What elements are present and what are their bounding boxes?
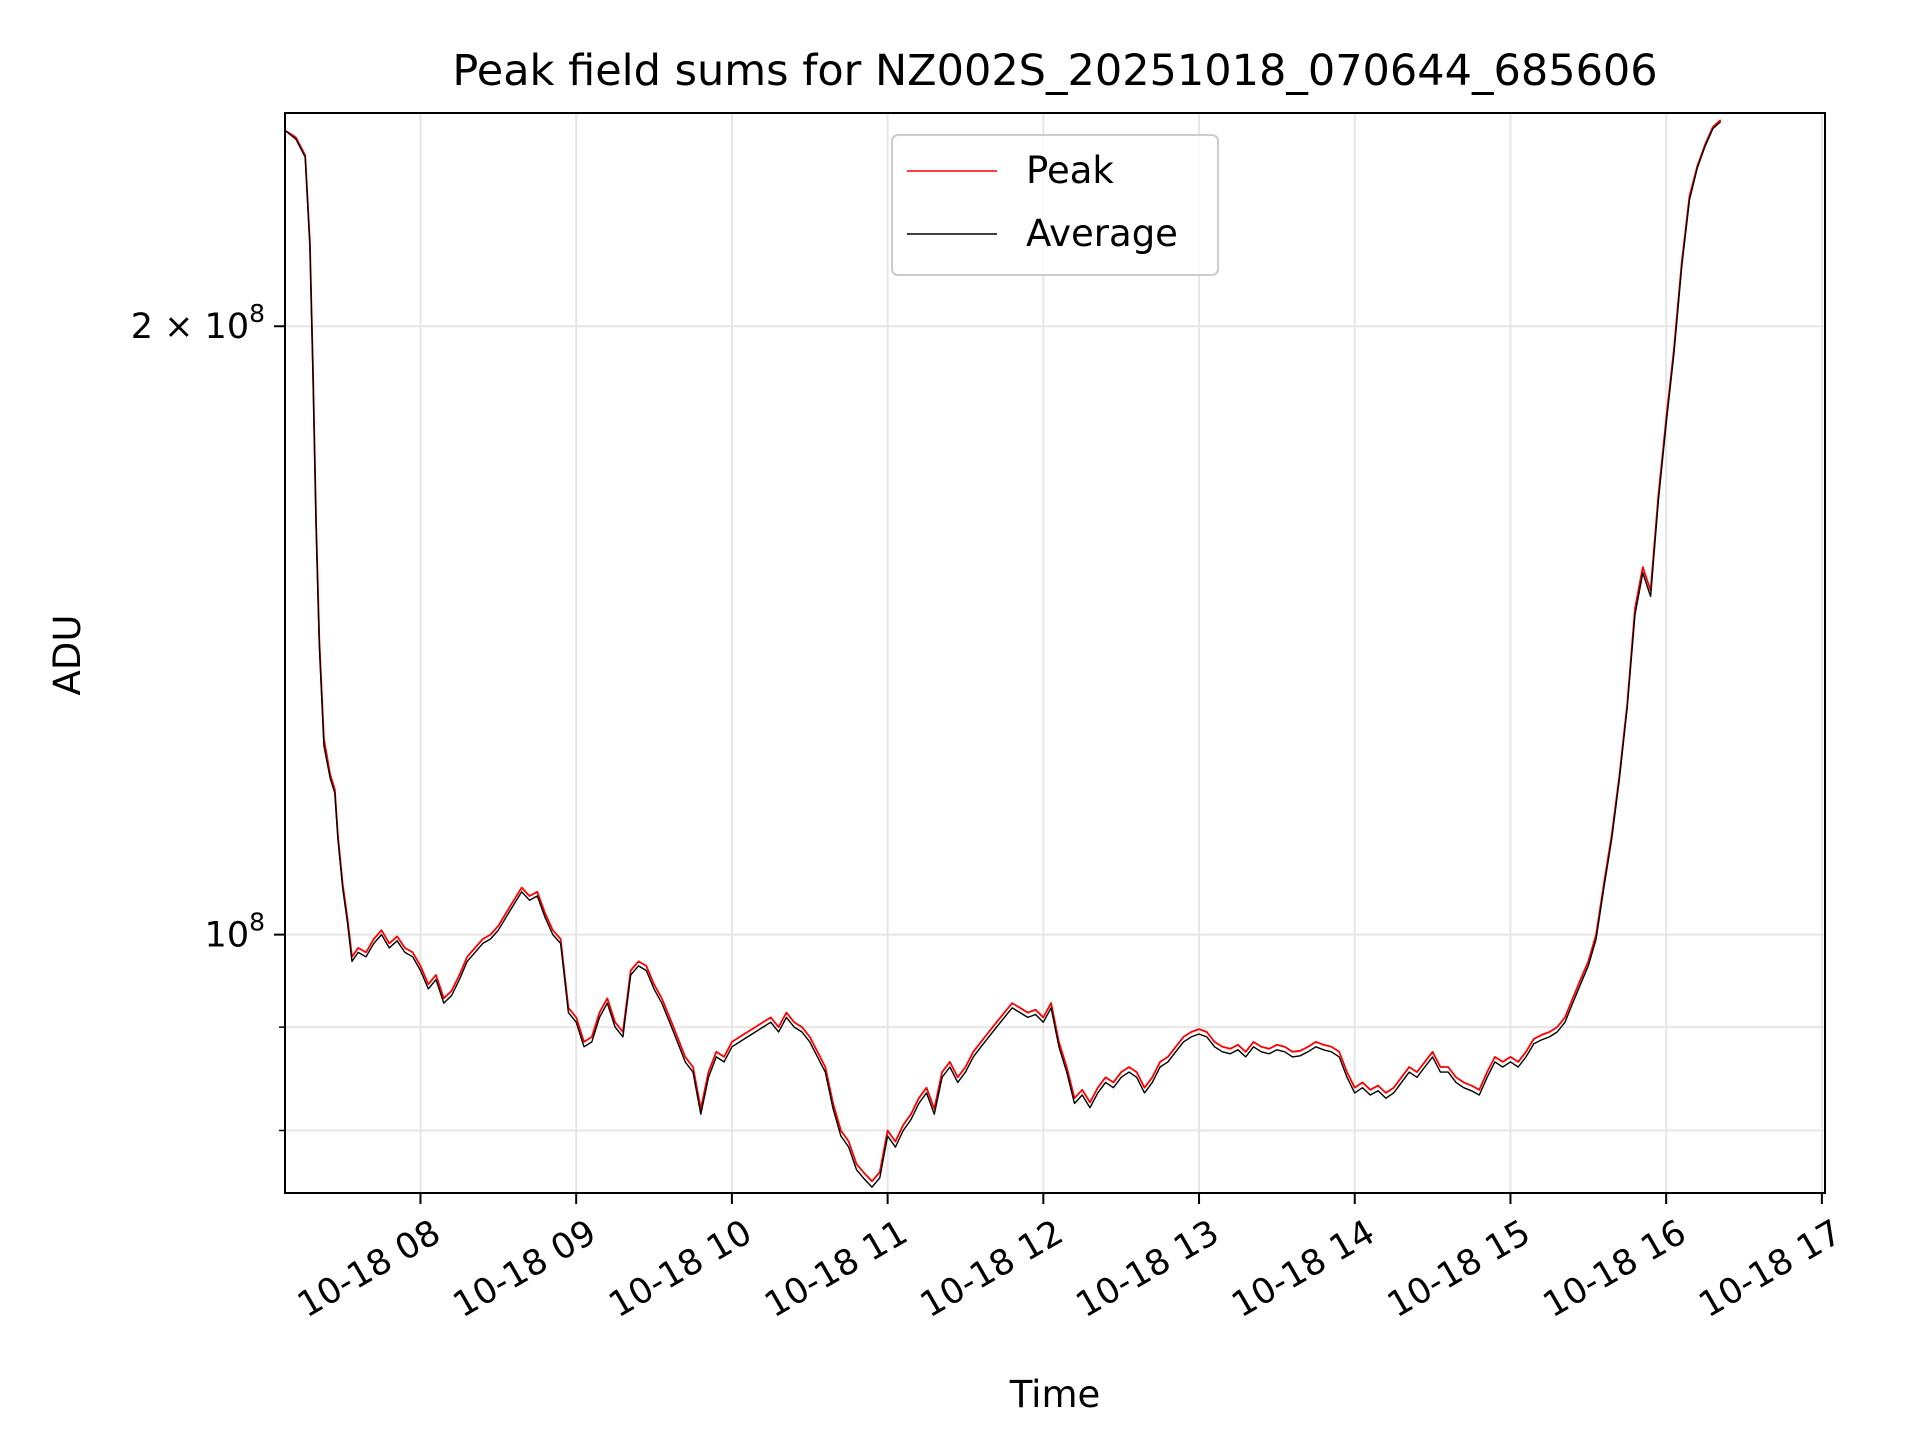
series-line-average: [285, 121, 1722, 1188]
plot-frame: [284, 112, 1826, 1194]
plot-series: [285, 119, 1722, 1188]
series-line-peak: [285, 119, 1722, 1183]
y-tick-label: 108: [205, 908, 265, 956]
y-axis-ticks: 108 2 × 108: [131, 299, 285, 1132]
y-tick-label: 2 × 108: [131, 299, 265, 347]
chart-title: Peak field sums for NZ002S_20251018_0706…: [452, 46, 1657, 96]
x-axis-label: Time: [1009, 1373, 1101, 1416]
y-axis-label: ADU: [46, 615, 89, 696]
legend-label-average: Average: [1026, 212, 1178, 255]
legend: Peak Average: [891, 134, 1219, 276]
legend-box: [891, 134, 1219, 276]
legend-label-peak: Peak: [1026, 149, 1114, 192]
